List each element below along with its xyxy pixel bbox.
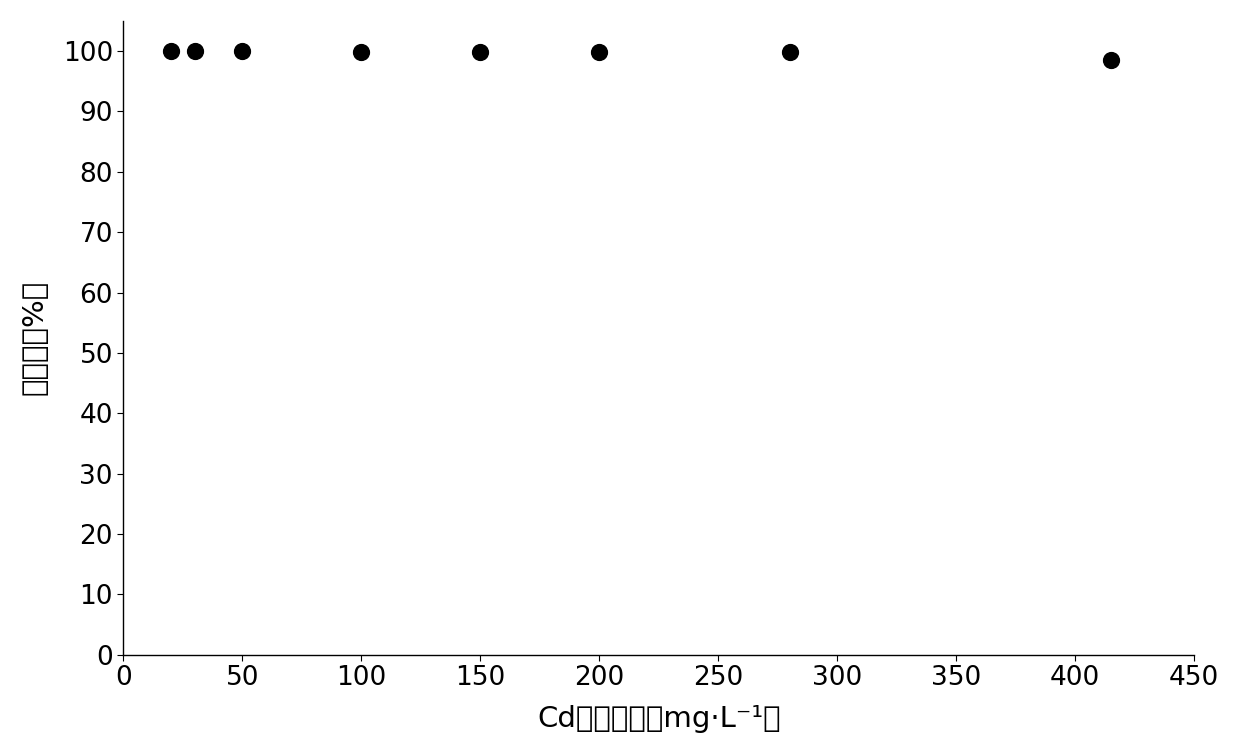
Point	[1101, 54, 1121, 66]
Point	[470, 45, 490, 57]
Point	[589, 46, 609, 58]
Point	[185, 45, 205, 57]
Point	[780, 46, 800, 58]
Point	[351, 46, 371, 58]
Y-axis label: 去除率（%）: 去除率（%）	[21, 280, 48, 395]
X-axis label: Cd初始浓度（mg·L⁻¹）: Cd初始浓度（mg·L⁻¹）	[537, 705, 780, 733]
Point	[161, 45, 181, 57]
Point	[232, 45, 252, 57]
